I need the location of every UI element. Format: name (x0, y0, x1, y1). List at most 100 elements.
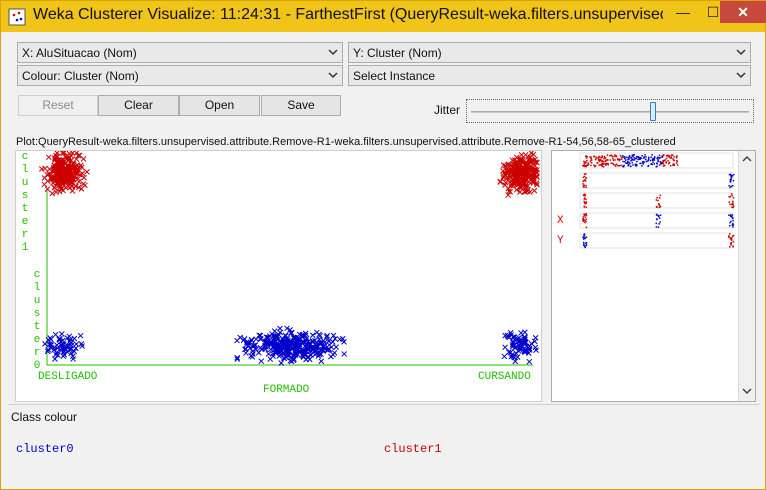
attribute-point (617, 159, 619, 161)
close-button[interactable]: ✕ (720, 1, 766, 23)
clear-button[interactable]: Clear (98, 95, 179, 116)
attribute-bar-5[interactable] (579, 232, 734, 249)
attribute-point (732, 234, 735, 237)
data-point (501, 353, 508, 360)
attribute-point (729, 179, 732, 182)
attribute-point (621, 165, 624, 168)
x-axis-select-value: X: AluSituacao (Nom) (22, 46, 137, 60)
colour-select[interactable]: Colour: Cluster (Nom) (17, 65, 343, 86)
attribute-point (627, 163, 630, 166)
attribute-point (583, 238, 585, 240)
attribute-point (585, 173, 587, 175)
attribute-point (657, 199, 659, 202)
data-point (504, 167, 511, 174)
open-button[interactable]: Open (179, 95, 260, 116)
attribute-point (583, 219, 585, 221)
attribute-point (661, 155, 663, 157)
attribute-point (617, 158, 619, 160)
data-point (309, 332, 316, 339)
attribute-point (660, 163, 663, 165)
attribute-point (650, 163, 653, 165)
attribute-bar-2[interactable] (579, 172, 734, 189)
attribute-point (606, 154, 609, 156)
attribute-point (659, 221, 661, 223)
data-point (65, 161, 71, 168)
attribute-point (583, 243, 585, 245)
attribute-point (583, 179, 585, 182)
attribute-point (609, 159, 612, 161)
attribute-point (582, 180, 585, 182)
attribute-point (585, 218, 588, 220)
data-point (247, 345, 253, 351)
data-point (66, 333, 73, 340)
attribute-point (585, 155, 587, 157)
attribute-point (583, 244, 585, 246)
data-point (49, 175, 55, 181)
attribute-point (665, 162, 667, 164)
data-point (51, 347, 57, 353)
data-point (62, 169, 68, 176)
minimize-button[interactable]: — (676, 4, 690, 20)
attribute-point (659, 214, 662, 217)
attribute-point (584, 179, 587, 181)
attribute-point (655, 222, 658, 225)
attribute-point (627, 156, 630, 159)
attribute-point (670, 154, 673, 157)
scatter-plot-canvas[interactable] (16, 151, 541, 401)
attribute-point (729, 203, 731, 206)
attribute-point (665, 157, 668, 160)
attribute-point (632, 159, 635, 161)
attribute-point (583, 186, 585, 188)
data-point (328, 344, 335, 350)
data-point (497, 179, 504, 185)
title-bar[interactable]: Weka Clusterer Visualize: 11:24:31 - Far… (1, 1, 766, 32)
data-point (305, 340, 312, 347)
data-point (292, 351, 299, 357)
attribute-point (599, 158, 602, 161)
attribute-point (659, 156, 662, 159)
data-point (75, 175, 81, 182)
attribute-point (597, 159, 600, 162)
attribute-point (620, 164, 622, 167)
maximize-button[interactable]: ☐ (706, 4, 720, 20)
data-point (509, 351, 515, 358)
attribute-point (598, 155, 600, 158)
matrix-scrollbar[interactable] (738, 151, 755, 401)
attribute-point (582, 164, 584, 167)
attribute-point (667, 155, 669, 157)
attribute-bars[interactable] (552, 151, 739, 401)
data-point (510, 161, 517, 168)
select-instance-select[interactable]: Select Instance (348, 65, 751, 86)
attribute-point (583, 197, 586, 199)
attribute-point (640, 157, 643, 160)
attribute-point (641, 161, 644, 164)
reset-button[interactable]: Reset (18, 95, 98, 116)
y-axis-select[interactable]: Y: Cluster (Nom) (348, 42, 751, 63)
data-point (62, 154, 69, 161)
class-cluster0[interactable]: cluster0 (16, 442, 74, 456)
attribute-point (585, 226, 588, 229)
attribute-point (593, 165, 596, 168)
attribute-point (639, 156, 641, 159)
attribute-point (617, 164, 619, 167)
attribute-point (582, 216, 585, 218)
attribute-point (662, 160, 664, 163)
data-point (530, 169, 536, 176)
attribute-matrix-panel[interactable]: X Y (551, 150, 756, 402)
attribute-point (614, 154, 616, 156)
attribute-point (583, 234, 585, 236)
scroll-down-icon[interactable] (742, 387, 752, 395)
attribute-point (584, 201, 586, 204)
attribute-point (628, 155, 631, 158)
jitter-slider[interactable] (466, 99, 754, 123)
attribute-point (587, 162, 589, 164)
jitter-thumb[interactable] (649, 102, 656, 121)
scroll-up-icon[interactable] (742, 155, 752, 163)
save-button[interactable]: Save (261, 95, 341, 116)
attribute-bar-1[interactable] (579, 152, 734, 169)
data-point (528, 151, 535, 156)
x-axis-select[interactable]: X: AluSituacao (Nom) (17, 42, 343, 63)
class-cluster1[interactable]: cluster1 (384, 442, 442, 456)
data-point (316, 351, 323, 358)
